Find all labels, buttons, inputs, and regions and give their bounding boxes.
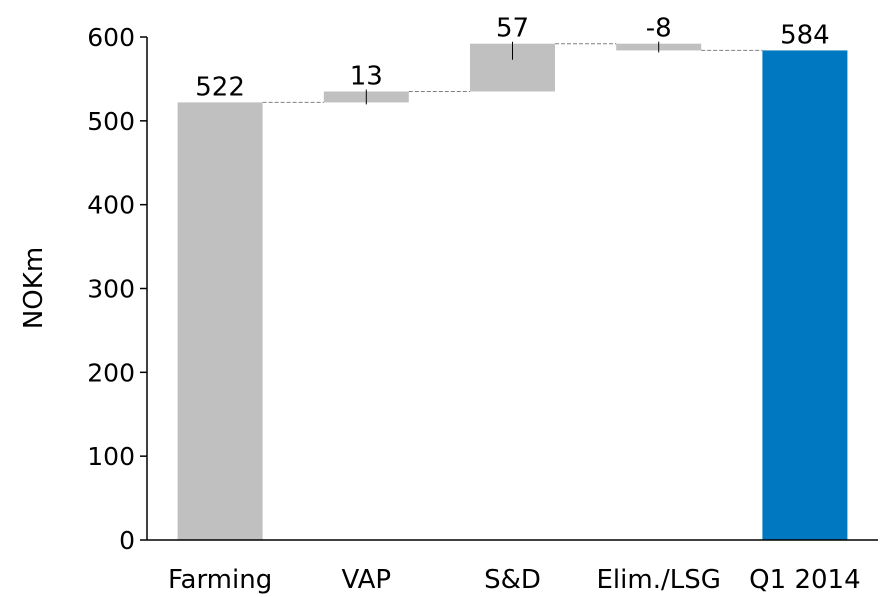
data-label-5: 584 [780,20,830,50]
labels-layer: 522 Farming 13 VAP 57 S&D -8 Elim./LSG 584 Q1 201… [168,14,861,595]
category-label-5: Q1 2014 [749,565,860,595]
y-axis-title: NOKm [19,247,49,329]
connectors-layer [262,43,763,103]
bar-1 [177,102,263,540]
data-label-3: 57 [496,14,529,44]
data-label-1: 522 [195,72,245,102]
bars-layer [177,41,848,541]
category-label-4: Elim./LSG [597,565,721,595]
category-label-1: Farming [168,565,272,595]
data-label-4: -8 [646,14,672,44]
category-label-3: S&D [484,565,541,595]
y-tick-label-5: 400 [87,191,135,220]
category-label-2: VAP [342,565,392,595]
y-tick-label-6: 500 [87,107,135,136]
bar-5 [762,50,848,541]
y-tick-label-2: 100 [87,442,135,471]
y-tick-label-4: 300 [87,275,135,304]
data-label-2: 13 [350,61,383,91]
y-tick-label-7: 600 [87,23,135,52]
axes-layer: 0 100 200 300 400 500 600 [87,23,878,555]
y-tick-label-1: 0 [119,526,135,555]
y-tick-label-3: 200 [87,358,135,387]
